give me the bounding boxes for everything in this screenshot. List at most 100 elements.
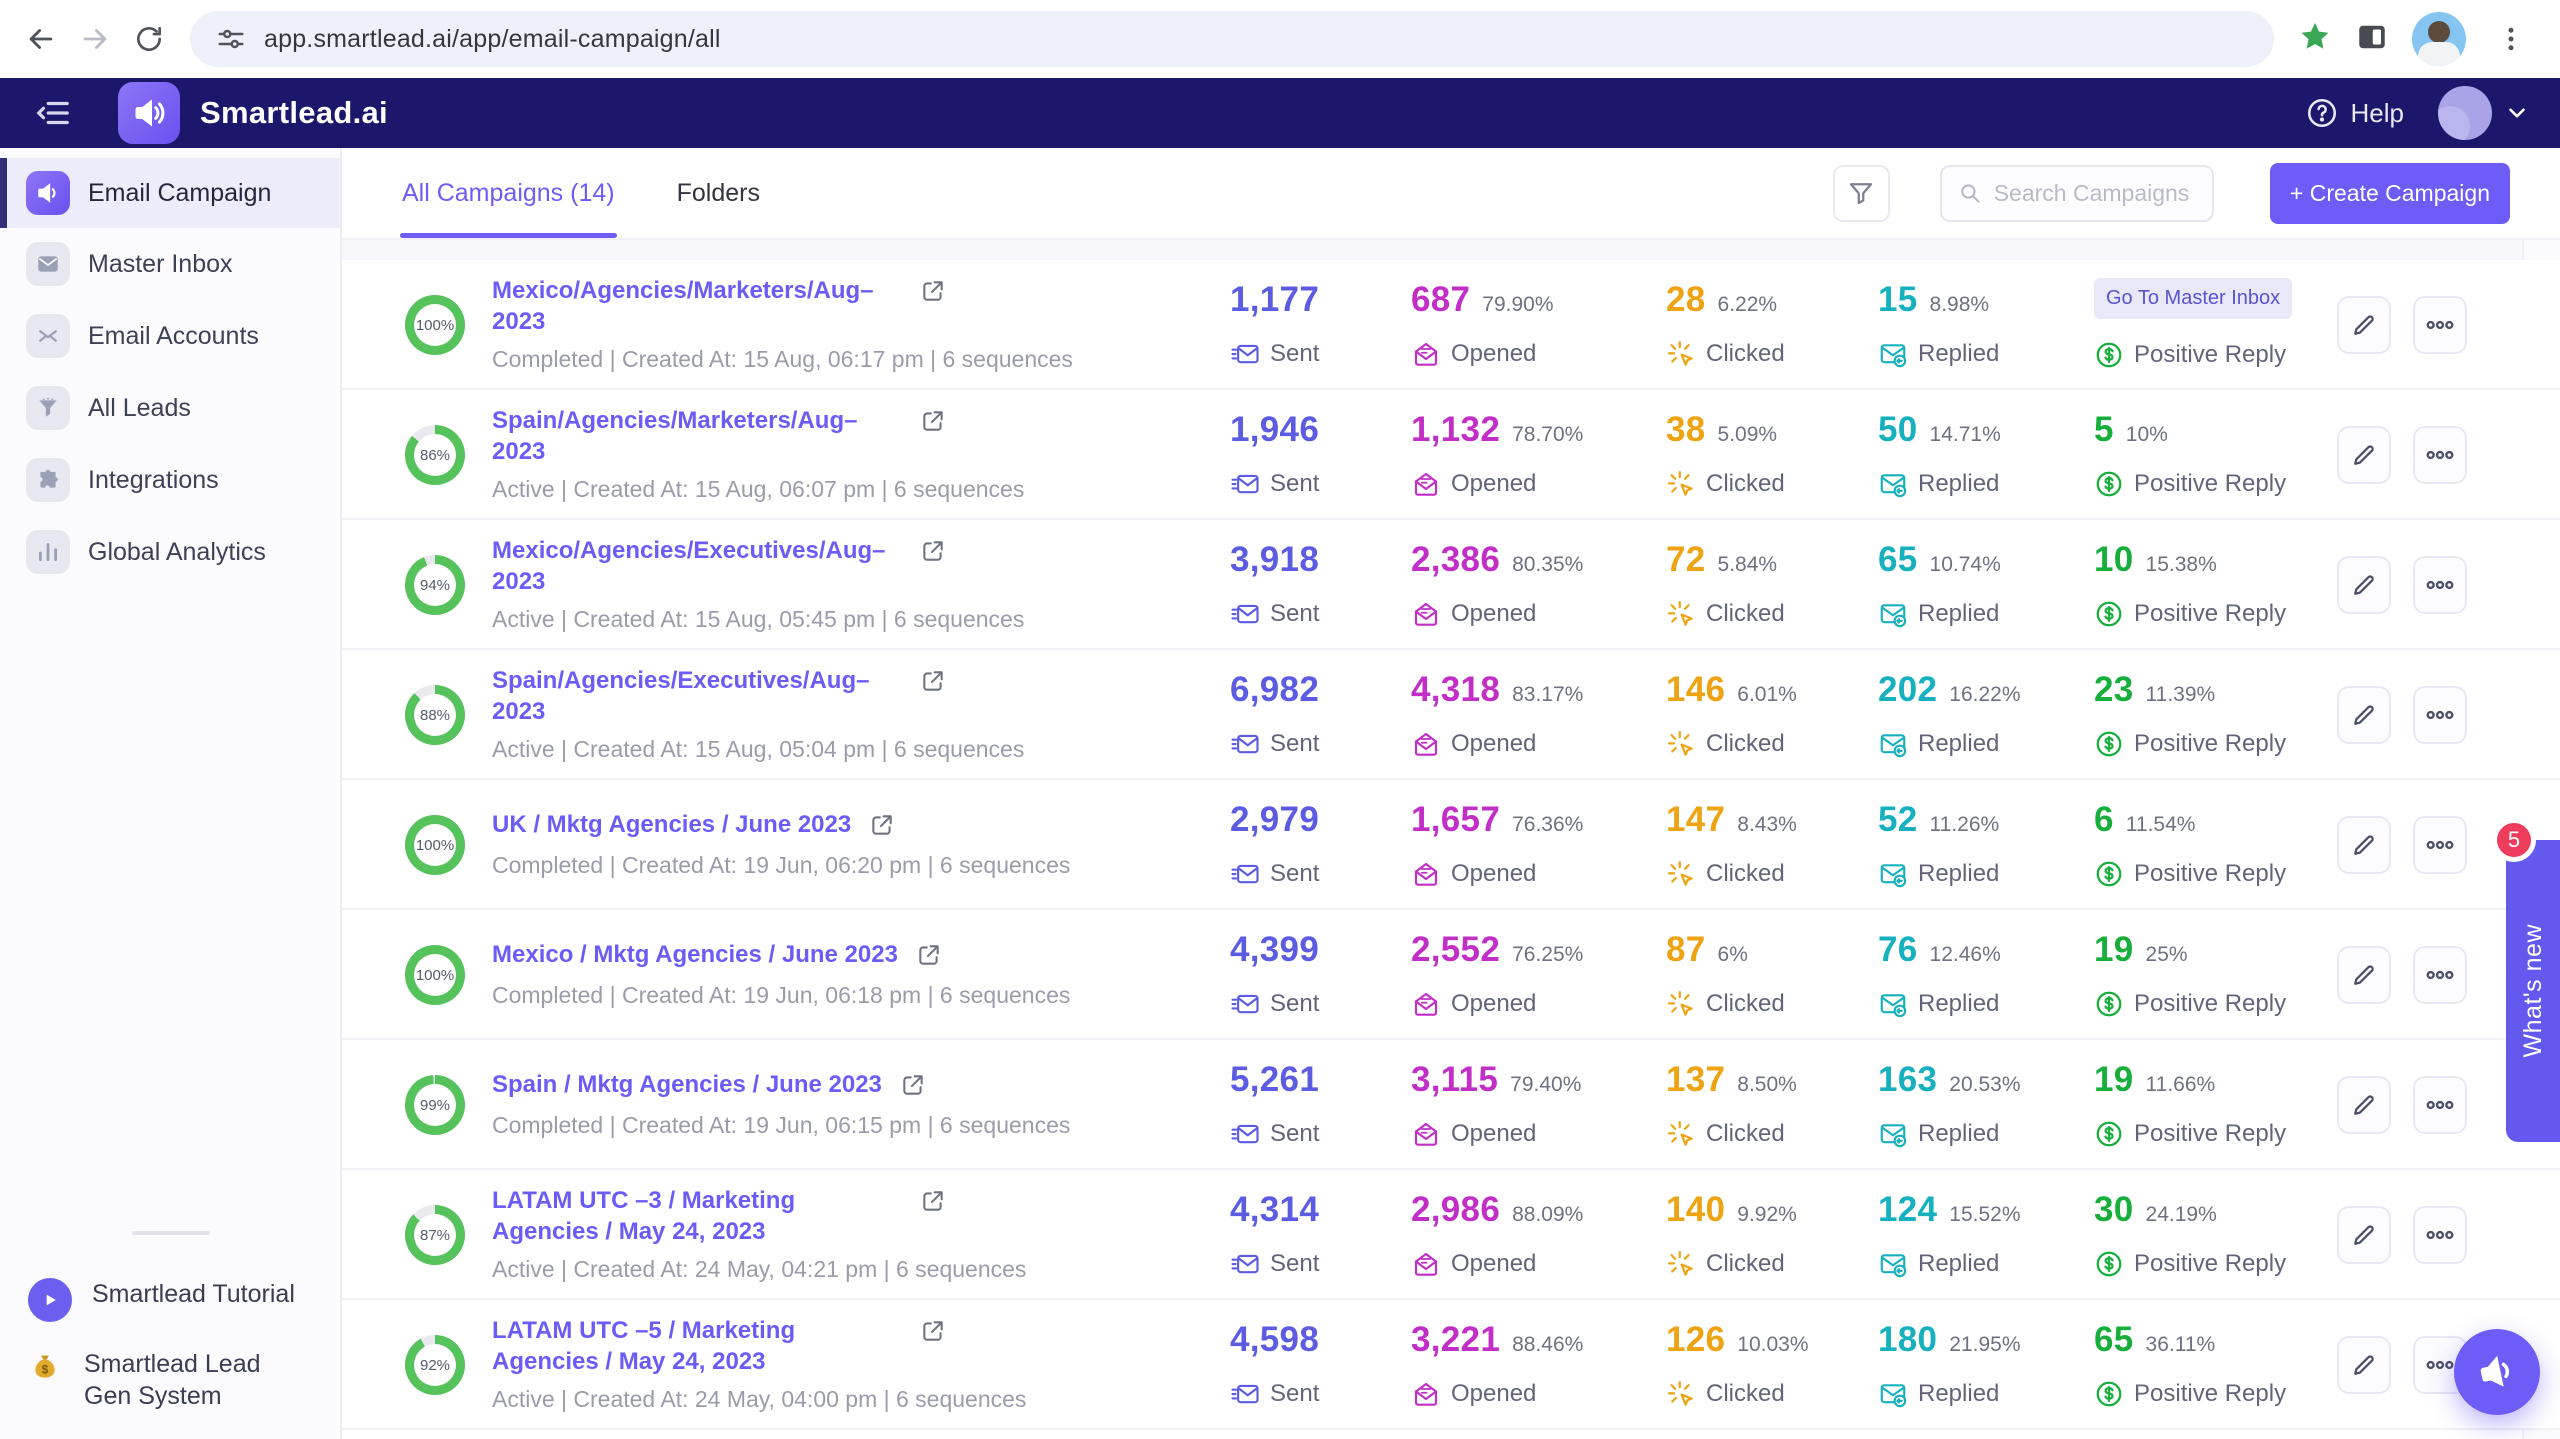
clicked-value: 38 xyxy=(1666,409,1706,449)
sent-label: Sent xyxy=(1270,989,1320,1017)
sidebar-item-global-analytics[interactable]: Global Analytics xyxy=(0,516,340,588)
campaign-name-link[interactable]: LATAM UTC –3 / Marketing Agencies / May … xyxy=(492,1187,796,1245)
edit-campaign-button[interactable] xyxy=(2337,1336,2391,1394)
clicked-percent: 8.43% xyxy=(1737,812,1797,836)
progress-ring: 100% xyxy=(405,945,465,1005)
positive-reply-percent: 10% xyxy=(2125,422,2168,446)
edit-campaign-button[interactable] xyxy=(2337,426,2391,484)
sidebar-item-all-leads[interactable]: All Leads xyxy=(0,372,340,444)
campaign-name-link[interactable]: Mexico/Agencies/Marketers/Aug–2023 xyxy=(492,277,874,335)
external-link-icon[interactable] xyxy=(920,668,946,699)
positive-reply-percent: 25% xyxy=(2145,942,2188,966)
clicked-percent: 6.22% xyxy=(1717,292,1778,316)
campaign-name-link[interactable]: LATAM UTC –5 / Marketing Agencies / May … xyxy=(492,1317,796,1375)
replied-value: 202 xyxy=(1878,669,1938,709)
search-box[interactable] xyxy=(1939,164,2214,222)
sent-label: Sent xyxy=(1270,599,1320,627)
sidebar-item-email-campaign[interactable]: Email Campaign xyxy=(0,158,340,228)
clicked-value: 137 xyxy=(1666,1059,1726,1099)
external-link-icon[interactable] xyxy=(920,408,946,439)
tab-all-campaigns[interactable]: All Campaigns (14) xyxy=(400,148,617,238)
sent-value: 4,314 xyxy=(1230,1189,1320,1229)
edit-campaign-button[interactable] xyxy=(2337,1206,2391,1264)
pencil-icon xyxy=(2354,705,2374,725)
account-menu[interactable] xyxy=(2438,86,2530,140)
external-link-icon[interactable] xyxy=(920,538,946,569)
sent-icon xyxy=(1231,604,1259,623)
progress-ring: 100% xyxy=(405,295,465,355)
more-options-button[interactable] xyxy=(2413,816,2467,874)
campaign-name-link[interactable]: UK / Mktg Agencies / June 2023 xyxy=(492,811,852,838)
edit-campaign-button[interactable] xyxy=(2337,816,2391,874)
more-options-button[interactable] xyxy=(2413,686,2467,744)
browser-profile-avatar[interactable] xyxy=(2412,12,2466,66)
external-link-icon[interactable] xyxy=(916,942,942,973)
campaign-list: 100% Mexico/Agencies/Marketers/Aug–2023 … xyxy=(342,260,2560,1430)
sidebar-item-master-inbox[interactable]: Master Inbox xyxy=(0,228,340,300)
edit-campaign-button[interactable] xyxy=(2337,686,2391,744)
side-panel-icon[interactable] xyxy=(2354,19,2390,60)
more-options-button[interactable] xyxy=(2413,426,2467,484)
replied-label: Replied xyxy=(1918,599,2000,627)
pencil-icon xyxy=(2354,965,2374,985)
filter-button[interactable] xyxy=(1832,164,1890,222)
more-options-button[interactable] xyxy=(2413,1076,2467,1134)
edit-campaign-button[interactable] xyxy=(2337,946,2391,1004)
edit-campaign-button[interactable] xyxy=(2337,296,2391,354)
go-to-master-inbox-badge[interactable]: Go To Master Inbox xyxy=(2094,278,2293,319)
site-settings-icon[interactable] xyxy=(216,24,246,54)
tab-folders[interactable]: Folders xyxy=(676,178,760,207)
address-bar[interactable]: app.smartlead.ai/app/email-campaign/all xyxy=(190,11,2274,67)
sidebar-item-email-accounts[interactable]: Email Accounts xyxy=(0,300,340,372)
bookmark-star-icon[interactable] xyxy=(2298,20,2332,59)
browser-reload-button[interactable] xyxy=(126,16,172,62)
more-dots-icon xyxy=(2426,840,2454,850)
smartlead-fab-button[interactable] xyxy=(2454,1329,2540,1415)
sidebar-item-integrations[interactable]: Integrations xyxy=(0,444,340,516)
campaign-name-link[interactable]: Spain/Agencies/Marketers/Aug–2023 xyxy=(492,407,858,465)
sidebar-item-smartlead-tutorial[interactable]: Smartlead Tutorial xyxy=(0,1265,340,1335)
opened-percent: 88.46% xyxy=(1512,1332,1584,1356)
more-options-button[interactable] xyxy=(2413,1206,2467,1264)
positive-reply-icon xyxy=(2096,601,2122,626)
opened-value: 2,386 xyxy=(1411,539,1501,579)
clicked-percent: 8.50% xyxy=(1737,1072,1797,1096)
sidebar-collapse-icon[interactable] xyxy=(30,90,76,136)
browser-forward-button[interactable] xyxy=(72,16,118,62)
external-link-icon[interactable] xyxy=(920,1188,946,1219)
browser-menu-icon[interactable] xyxy=(2488,16,2534,62)
clicked-label: Clicked xyxy=(1706,599,1785,627)
sent-icon xyxy=(1231,864,1259,883)
replied-icon xyxy=(1880,1253,1907,1277)
progress-ring: 86% xyxy=(405,425,465,485)
edit-campaign-button[interactable] xyxy=(2337,1076,2391,1134)
search-input[interactable] xyxy=(1993,179,2196,207)
clicked-icon xyxy=(1668,1250,1693,1276)
opened-icon xyxy=(1414,342,1438,366)
edit-campaign-button[interactable] xyxy=(2337,556,2391,614)
sidebar-footer: Smartlead Tutorial $ Smartlead Lead Gen … xyxy=(0,1231,340,1425)
browser-back-button[interactable] xyxy=(18,16,64,62)
opened-percent: 76.36% xyxy=(1512,812,1584,836)
whats-new-tab[interactable]: 5 What's new xyxy=(2492,818,2560,1142)
more-options-button[interactable] xyxy=(2413,556,2467,614)
opened-label: Opened xyxy=(1451,1379,1537,1407)
external-link-icon[interactable] xyxy=(869,812,895,843)
campaign-status: Active | Created At: 15 Aug, 06:07 pm | … xyxy=(492,476,1025,502)
more-options-button[interactable] xyxy=(2413,946,2467,1004)
campaign-name-link[interactable]: Spain/Agencies/Executives/Aug–2023 xyxy=(492,667,870,725)
external-link-icon[interactable] xyxy=(920,278,946,309)
more-options-button[interactable] xyxy=(2413,296,2467,354)
campaign-name-link[interactable]: Mexico / Mktg Agencies / June 2023 xyxy=(492,941,898,968)
brand[interactable]: Smartlead.ai xyxy=(118,82,388,144)
campaign-name-link[interactable]: Mexico/Agencies/Executives/Aug–2023 xyxy=(492,537,886,595)
campaign-name-link[interactable]: Spain / Mktg Agencies / June 2023 xyxy=(492,1071,882,1098)
opened-icon xyxy=(1414,862,1438,886)
positive-reply-label: Positive Reply xyxy=(2134,469,2287,497)
create-campaign-button[interactable]: + Create Campaign xyxy=(2269,162,2510,224)
positive-reply-percent: 36.11% xyxy=(2145,1332,2216,1356)
help-button[interactable]: Help xyxy=(2305,96,2404,130)
external-link-icon[interactable] xyxy=(900,1072,926,1103)
sidebar-item-lead-gen-system[interactable]: $ Smartlead Lead Gen System xyxy=(0,1335,340,1425)
external-link-icon[interactable] xyxy=(920,1318,946,1349)
